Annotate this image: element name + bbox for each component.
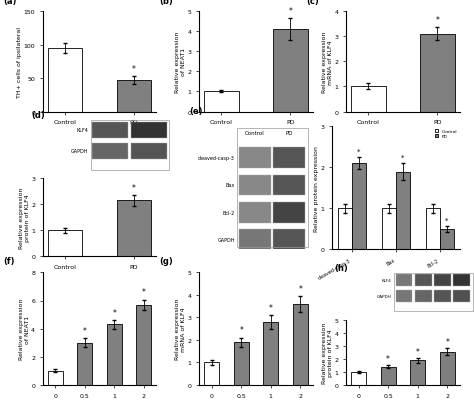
Y-axis label: Relative expression
of NEAT1: Relative expression of NEAT1: [175, 32, 186, 93]
Bar: [107, 325, 122, 385]
Bar: [337, 209, 352, 250]
Bar: [234, 342, 248, 385]
Y-axis label: Relative protein expression: Relative protein expression: [314, 146, 319, 231]
Bar: [273, 230, 305, 250]
Text: *: *: [142, 288, 146, 297]
Legend: Control, PD: Control, PD: [435, 130, 457, 138]
Bar: [351, 87, 386, 112]
Text: Bax: Bax: [226, 183, 235, 188]
Text: (f): (f): [3, 257, 14, 266]
Text: *: *: [436, 16, 439, 25]
Bar: [382, 209, 396, 250]
Bar: [352, 164, 366, 250]
Text: *: *: [357, 148, 360, 154]
Bar: [434, 275, 451, 286]
Text: (b): (b): [159, 0, 173, 6]
Text: *: *: [445, 338, 449, 346]
Bar: [131, 123, 167, 138]
Text: (e): (e): [190, 107, 203, 115]
Text: PD: PD: [286, 131, 293, 136]
Text: KLF4: KLF4: [76, 128, 88, 133]
Bar: [440, 352, 455, 385]
Text: *: *: [239, 326, 243, 334]
Bar: [137, 305, 151, 385]
Bar: [48, 231, 82, 257]
Text: (a): (a): [3, 0, 16, 6]
Bar: [440, 229, 454, 250]
Text: *: *: [289, 7, 292, 16]
Bar: [204, 92, 239, 112]
Bar: [77, 343, 92, 385]
Bar: [273, 148, 305, 168]
Bar: [410, 360, 425, 385]
Bar: [415, 275, 431, 286]
Bar: [426, 209, 440, 250]
Text: Control: Control: [245, 131, 264, 136]
Text: *: *: [386, 354, 390, 363]
Text: *: *: [132, 184, 136, 193]
Bar: [293, 304, 308, 385]
Text: cleaved-casp-3: cleaved-casp-3: [198, 156, 235, 161]
Text: GAPDH: GAPDH: [377, 294, 392, 298]
Bar: [48, 49, 82, 112]
Bar: [420, 34, 455, 112]
Bar: [415, 290, 431, 302]
Y-axis label: Relative expression
protein of KLF4: Relative expression protein of KLF4: [19, 187, 30, 248]
Text: (c): (c): [306, 0, 319, 6]
Text: *: *: [132, 65, 136, 74]
Text: *: *: [401, 155, 404, 161]
Bar: [131, 144, 167, 159]
Bar: [273, 175, 305, 196]
Y-axis label: Relative expression
of NEAT1: Relative expression of NEAT1: [19, 298, 30, 359]
Text: (d): (d): [31, 111, 45, 120]
Text: GAPDH: GAPDH: [218, 237, 235, 243]
Bar: [117, 201, 151, 257]
Y-axis label: TH+ cells of ipsilateral: TH+ cells of ipsilateral: [17, 27, 22, 97]
Text: *: *: [298, 284, 302, 293]
Bar: [238, 175, 271, 196]
Text: Bcl-2: Bcl-2: [223, 210, 235, 215]
Bar: [396, 275, 412, 286]
Text: (h): (h): [335, 264, 348, 273]
Bar: [204, 363, 219, 385]
Bar: [454, 290, 470, 302]
Bar: [396, 290, 412, 302]
Bar: [48, 371, 63, 385]
Text: *: *: [83, 326, 87, 335]
Bar: [237, 128, 308, 247]
Bar: [238, 230, 271, 250]
Text: *: *: [269, 303, 273, 312]
Y-axis label: Relative expression
mRNA of KLF4: Relative expression mRNA of KLF4: [175, 298, 186, 359]
Bar: [434, 290, 451, 302]
Y-axis label: Relative expression
protein of KLF4: Relative expression protein of KLF4: [322, 322, 333, 383]
Text: (g): (g): [159, 257, 173, 266]
Bar: [238, 203, 271, 223]
Bar: [117, 81, 151, 112]
Bar: [238, 148, 271, 168]
Text: *: *: [416, 347, 419, 356]
Bar: [351, 372, 366, 385]
Bar: [264, 322, 278, 385]
Text: GAPDH: GAPDH: [71, 149, 88, 154]
Text: *: *: [112, 308, 116, 317]
Text: KLF4: KLF4: [382, 279, 392, 283]
Bar: [396, 172, 410, 250]
Bar: [92, 123, 128, 138]
Bar: [91, 121, 169, 171]
Bar: [394, 273, 473, 311]
Bar: [273, 203, 305, 223]
Text: *: *: [445, 217, 448, 223]
Bar: [92, 144, 128, 159]
Bar: [273, 30, 308, 112]
Y-axis label: Relative expression
mRNA of KLF4: Relative expression mRNA of KLF4: [322, 32, 333, 93]
Bar: [454, 275, 470, 286]
Bar: [381, 367, 395, 385]
